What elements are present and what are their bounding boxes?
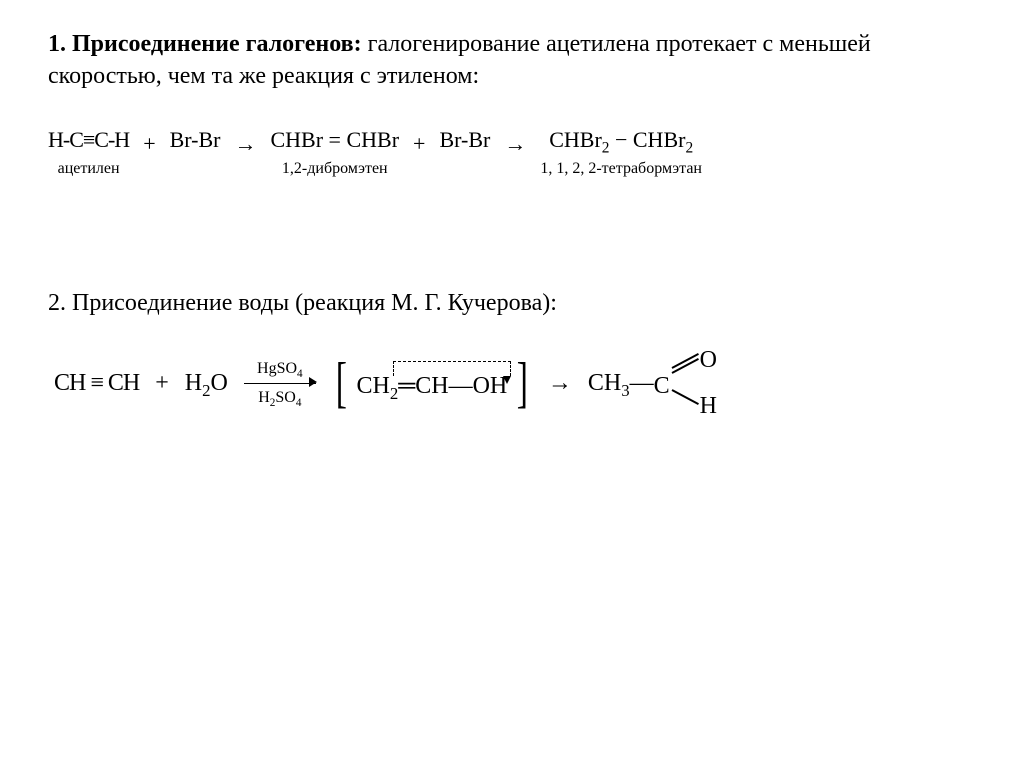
- single-bond-line-icon: [671, 389, 698, 405]
- eq2-acetylene: CH ≡ CH: [54, 370, 139, 397]
- bracket-right-icon: ]: [517, 364, 528, 403]
- eq1-tetra-formula: CHBr2 − CHBr2: [549, 129, 693, 151]
- section-1-heading: 1. Присоединение галогенов: галогенирова…: [48, 28, 984, 93]
- eq2-water: H2O: [185, 370, 228, 397]
- bracket-left-icon: [: [336, 364, 347, 403]
- section-2-number: 2.: [48, 290, 66, 316]
- eq1-dibromo-formula: CHBr = CHBr: [271, 129, 400, 151]
- eq1-arrow-1: →: [235, 129, 257, 157]
- eq2-product-ch3: CH3—: [588, 370, 654, 397]
- eq2-intermediate: [ CH2═CH—OH ]: [332, 364, 532, 403]
- eq1-acetylene-formula: H-C≡C-H: [48, 129, 129, 151]
- eq2-catalyst-arrow: HgSO4 H2SO4: [244, 361, 316, 406]
- eq2-product: CH3— C O H: [588, 355, 724, 411]
- eq2-cat-bottom: H2SO4: [258, 390, 301, 406]
- eq1-acetylene-label: ацетилен: [58, 161, 120, 177]
- eq1-plus-2: +: [413, 129, 425, 157]
- eq1-arrow-2: →: [504, 129, 526, 157]
- section-2-title-rest: (реакция М. Г. Кучерова):: [295, 290, 557, 316]
- eq1-acetylene: H-C≡C-H ацетилен: [48, 129, 129, 177]
- aldehyde-group-icon: C O H: [654, 355, 724, 411]
- equation-2: CH ≡ CH + H2O HgSO4 H2SO4 [ CH2═CH—OH ] …: [54, 355, 984, 411]
- section-2-title-bold: Присоединение воды: [72, 290, 289, 316]
- section-1-number: 1.: [48, 31, 66, 57]
- eq2-arrow-2: →: [548, 370, 572, 397]
- eq1-tetrabromoethane: CHBr2 − CHBr2 1, 1, 2, 2-тетрабормэтан: [540, 129, 702, 177]
- eq2-intermediate-formula: CH2═CH—OH: [357, 373, 508, 399]
- arrow-icon: [244, 381, 316, 384]
- eq1-br2-a: Br-Br: [170, 129, 221, 151]
- equation-1: H-C≡C-H ацетилен + Br-Br → CHBr = CHBr 1…: [48, 129, 984, 177]
- eq1-plus-1: +: [143, 129, 155, 157]
- section-1-title-bold: Присоединение галогенов:: [72, 31, 362, 57]
- migration-arrow-icon: [393, 361, 512, 376]
- eq1-tetra-label: 1, 1, 2, 2-тетрабормэтан: [540, 161, 702, 177]
- eq2-plus: +: [155, 370, 169, 397]
- eq1-dibromoethene: CHBr = CHBr 1,2-дибромэтен: [271, 129, 400, 177]
- eq1-br2-b: Br-Br: [439, 129, 490, 151]
- section-2-heading: 2. Присоединение воды (реакция М. Г. Куч…: [48, 287, 984, 319]
- eq1-dibromo-label: 1,2-дибромэтен: [282, 161, 388, 177]
- eq2-cat-top: HgSO4: [257, 361, 303, 377]
